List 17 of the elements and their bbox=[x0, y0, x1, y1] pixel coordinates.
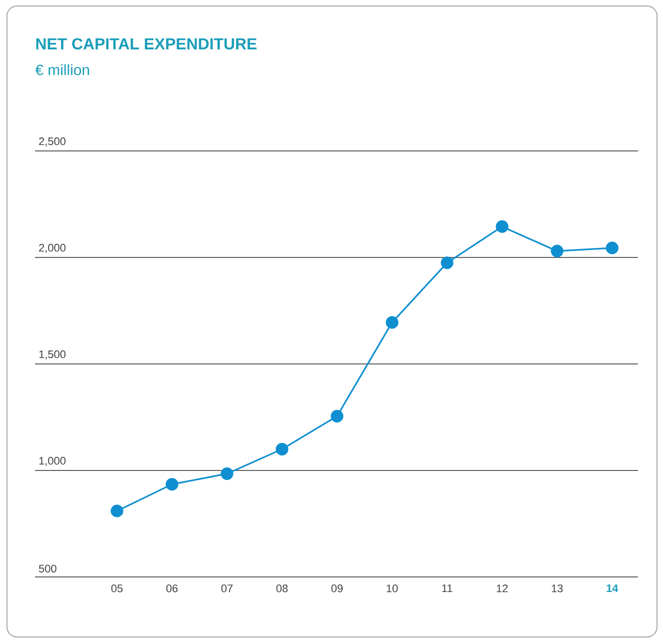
x-tick-label: 07 bbox=[221, 584, 233, 592]
x-tick-label: 10 bbox=[386, 584, 398, 592]
x-tick-label: 13 bbox=[552, 584, 563, 592]
x-tick-label: 06 bbox=[166, 584, 178, 592]
chart-subtitle: € million bbox=[35, 64, 90, 76]
x-tick-label: 14 bbox=[606, 584, 618, 592]
y-tick-label: 1,500 bbox=[39, 350, 66, 360]
x-tick-label: 08 bbox=[276, 584, 288, 592]
x-tick-label: 05 bbox=[111, 584, 123, 592]
y-tick-label: 2,500 bbox=[39, 137, 66, 146]
chart-title: NET CAPITAL EXPENDITURE bbox=[36, 38, 257, 50]
y-tick-label: 500 bbox=[38, 564, 56, 572]
x-tick-label: 12 bbox=[496, 584, 508, 592]
x-tick-label: 11 bbox=[442, 584, 452, 592]
x-tick-label: 09 bbox=[331, 584, 343, 592]
y-tick-label: 2,000 bbox=[39, 244, 66, 253]
y-tick-label: 1,000 bbox=[39, 456, 66, 466]
